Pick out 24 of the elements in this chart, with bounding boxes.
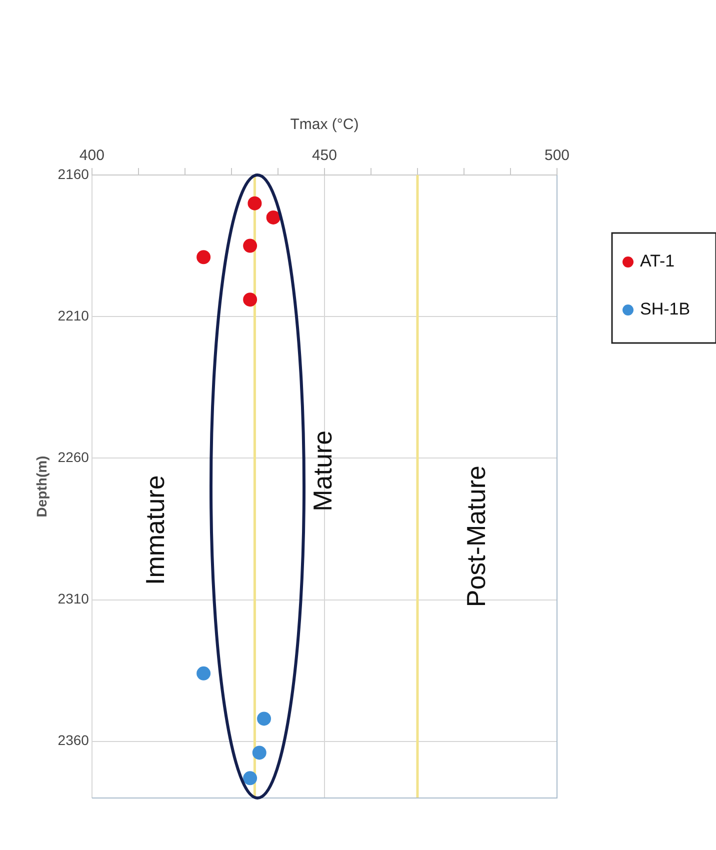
point — [243, 771, 258, 786]
point — [252, 746, 266, 760]
point — [266, 210, 280, 224]
annotation: Post-Mature — [461, 466, 492, 608]
point — [257, 712, 272, 726]
point — [243, 238, 258, 253]
x-tick-label: 500 — [544, 147, 570, 164]
y-axis-title: Depth(m) — [33, 456, 50, 518]
x-axis-title: Tmax (°C) — [290, 116, 359, 134]
legend-label: AT-1 — [640, 252, 675, 271]
point — [196, 666, 211, 680]
y-tick-label: 2360 — [58, 732, 90, 748]
x-tick-label: 400 — [79, 147, 104, 164]
point — [243, 292, 258, 307]
y-tick-label: 2310 — [58, 590, 90, 607]
legend-label: SH-1B — [640, 300, 690, 319]
y-tick-label: 2160 — [58, 166, 90, 182]
y-tick-label: 2210 — [58, 307, 90, 324]
annotation: Mature — [308, 430, 338, 512]
point — [196, 250, 211, 264]
y-tick-label: 2260 — [58, 449, 90, 466]
x-tick-label: 450 — [312, 147, 337, 164]
point — [248, 196, 262, 210]
annotation: Immature — [140, 475, 170, 586]
